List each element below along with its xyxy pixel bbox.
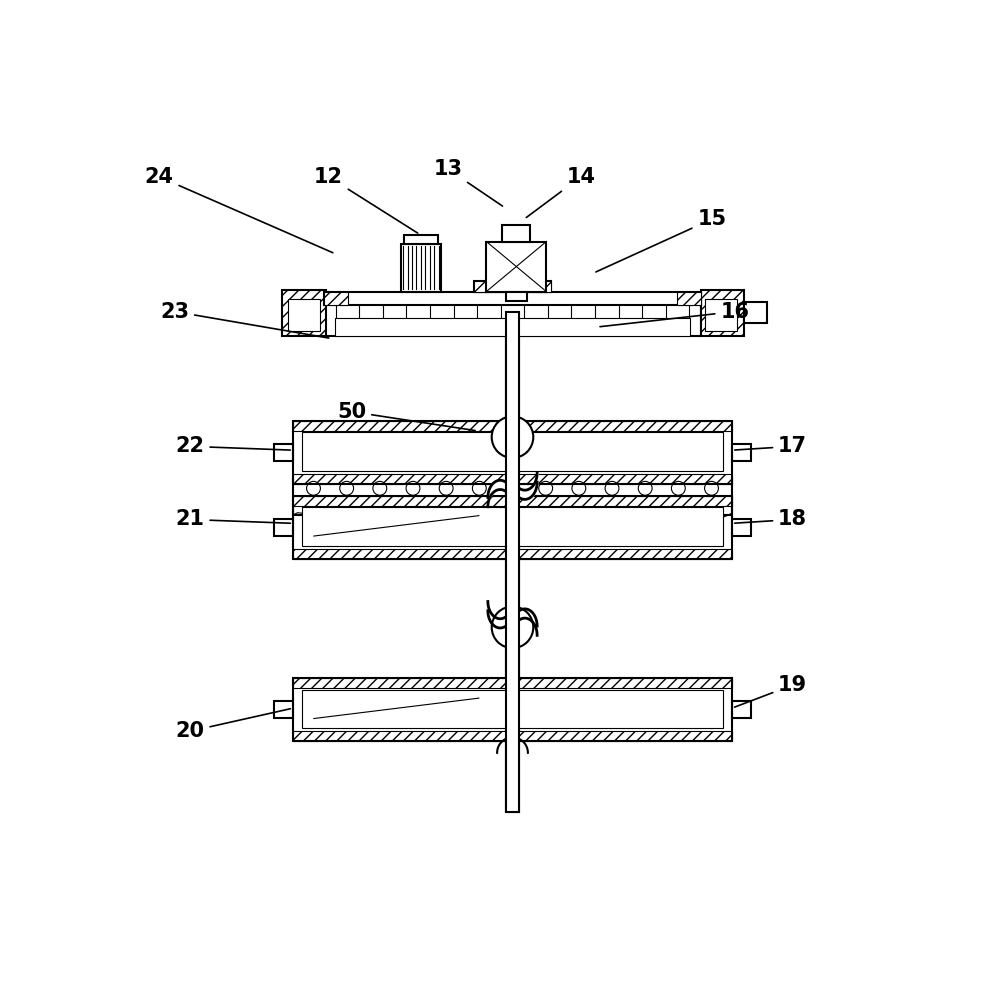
Circle shape <box>492 416 533 458</box>
Circle shape <box>472 481 486 495</box>
Bar <box>302 689 723 728</box>
Bar <box>474 281 489 292</box>
Bar <box>302 433 723 471</box>
Bar <box>486 242 546 292</box>
Circle shape <box>307 481 320 495</box>
Circle shape <box>539 496 553 510</box>
Bar <box>744 302 767 323</box>
Bar <box>732 444 751 461</box>
Bar <box>293 421 732 431</box>
Bar <box>732 701 751 718</box>
Bar <box>274 444 293 461</box>
Circle shape <box>406 496 420 510</box>
Bar <box>293 421 732 484</box>
Bar <box>404 235 438 244</box>
Circle shape <box>539 481 553 495</box>
Text: 13: 13 <box>433 159 503 206</box>
Circle shape <box>572 496 586 510</box>
Circle shape <box>605 496 619 510</box>
Circle shape <box>671 481 685 495</box>
Text: 15: 15 <box>596 209 726 272</box>
Text: 18: 18 <box>735 510 807 529</box>
Bar <box>536 281 551 292</box>
Circle shape <box>340 481 354 495</box>
Bar <box>324 292 348 306</box>
Bar <box>293 496 732 559</box>
Text: 24: 24 <box>145 167 333 252</box>
Bar <box>293 732 732 741</box>
Bar <box>506 312 519 812</box>
Bar <box>502 225 530 242</box>
Bar <box>506 312 519 812</box>
Text: 16: 16 <box>600 302 749 326</box>
Circle shape <box>439 496 453 510</box>
Circle shape <box>373 496 387 510</box>
Bar <box>401 244 441 292</box>
Bar <box>324 292 701 306</box>
Text: 22: 22 <box>176 437 290 457</box>
Text: 12: 12 <box>314 167 418 233</box>
Bar <box>705 299 737 331</box>
Text: 20: 20 <box>176 709 290 741</box>
Bar <box>324 303 701 336</box>
Bar <box>302 507 723 545</box>
Bar <box>677 292 701 306</box>
Bar <box>474 281 551 292</box>
Circle shape <box>572 481 586 495</box>
Text: 21: 21 <box>176 510 290 529</box>
Bar <box>293 549 732 559</box>
Bar <box>282 290 326 336</box>
Circle shape <box>472 496 486 510</box>
Bar <box>293 678 732 688</box>
Text: 19: 19 <box>735 675 807 707</box>
Circle shape <box>439 481 453 495</box>
Circle shape <box>705 496 718 510</box>
Bar <box>293 474 732 484</box>
Bar <box>274 519 293 535</box>
Bar <box>274 701 293 718</box>
Bar <box>293 478 732 515</box>
Bar <box>506 292 527 301</box>
Text: 17: 17 <box>735 437 807 457</box>
Circle shape <box>307 496 320 510</box>
Circle shape <box>671 496 685 510</box>
Circle shape <box>340 496 354 510</box>
Text: 23: 23 <box>160 302 329 338</box>
Circle shape <box>373 481 387 495</box>
Bar <box>335 317 690 336</box>
Bar <box>293 496 732 506</box>
Circle shape <box>506 481 519 495</box>
Circle shape <box>638 481 652 495</box>
Text: 50: 50 <box>337 401 475 431</box>
Circle shape <box>605 481 619 495</box>
Bar <box>701 290 744 336</box>
Circle shape <box>638 496 652 510</box>
Text: 14: 14 <box>526 167 595 218</box>
Circle shape <box>406 481 420 495</box>
Circle shape <box>492 606 533 648</box>
Bar <box>732 519 751 535</box>
Bar <box>293 678 732 741</box>
Circle shape <box>506 496 519 510</box>
Bar <box>288 299 320 331</box>
Circle shape <box>705 481 718 495</box>
